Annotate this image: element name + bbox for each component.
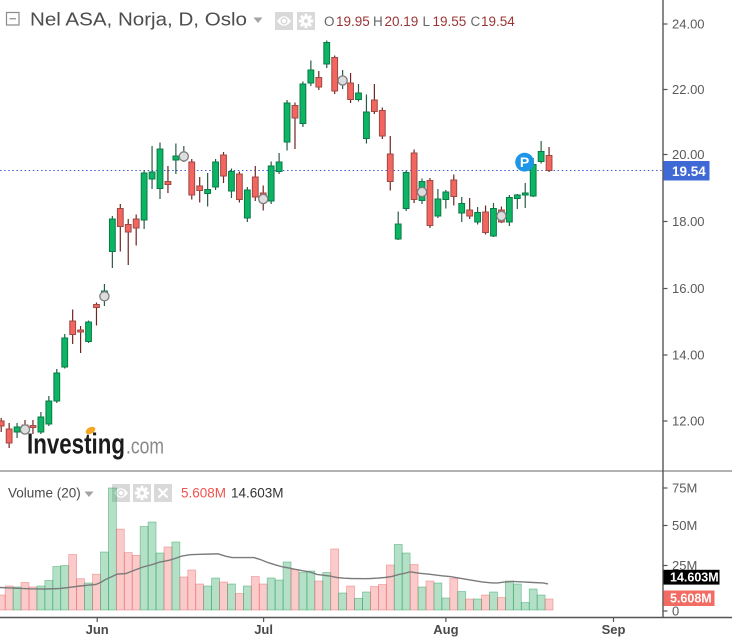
- svg-text:L: L: [423, 14, 431, 29]
- svg-text:20.19: 20.19: [385, 14, 419, 29]
- svg-text:Nel ASA, Norja, D, Oslo: Nel ASA, Norja, D, Oslo: [30, 10, 247, 30]
- svg-text:5.608M: 5.608M: [670, 592, 712, 606]
- svg-text:12.00: 12.00: [672, 414, 705, 429]
- svg-text:C: C: [471, 14, 481, 29]
- svg-text:Volume (20): Volume (20): [8, 486, 81, 501]
- svg-text:19.54: 19.54: [481, 14, 515, 29]
- svg-text:O: O: [324, 14, 335, 29]
- svg-text:75M: 75M: [672, 481, 697, 496]
- svg-text:5.608M: 5.608M: [181, 486, 226, 501]
- svg-text:22.00: 22.00: [672, 82, 705, 97]
- svg-text:Jun: Jun: [86, 622, 109, 637]
- svg-text:Jul: Jul: [254, 622, 273, 637]
- svg-text:P: P: [520, 154, 529, 170]
- svg-text:16.00: 16.00: [672, 281, 705, 296]
- svg-text:18.00: 18.00: [672, 214, 705, 229]
- svg-text:14.00: 14.00: [672, 348, 705, 363]
- svg-text:H: H: [373, 14, 383, 29]
- svg-text:19.95: 19.95: [336, 14, 370, 29]
- svg-text:Sep: Sep: [602, 622, 626, 637]
- svg-text:50M: 50M: [672, 518, 697, 533]
- svg-text:Aug: Aug: [433, 622, 458, 637]
- svg-text:19.54: 19.54: [672, 164, 706, 179]
- svg-text:0: 0: [672, 604, 679, 619]
- svg-text:20.00: 20.00: [672, 147, 705, 162]
- svg-text:Investing: Investing: [27, 429, 125, 461]
- svg-text:19.55: 19.55: [433, 14, 467, 29]
- svg-text:14.603M: 14.603M: [231, 486, 284, 501]
- svg-text:14.603M: 14.603M: [670, 571, 719, 585]
- svg-text:.com: .com: [126, 434, 164, 459]
- svg-text:25M: 25M: [672, 558, 697, 573]
- svg-text:24.00: 24.00: [672, 17, 705, 32]
